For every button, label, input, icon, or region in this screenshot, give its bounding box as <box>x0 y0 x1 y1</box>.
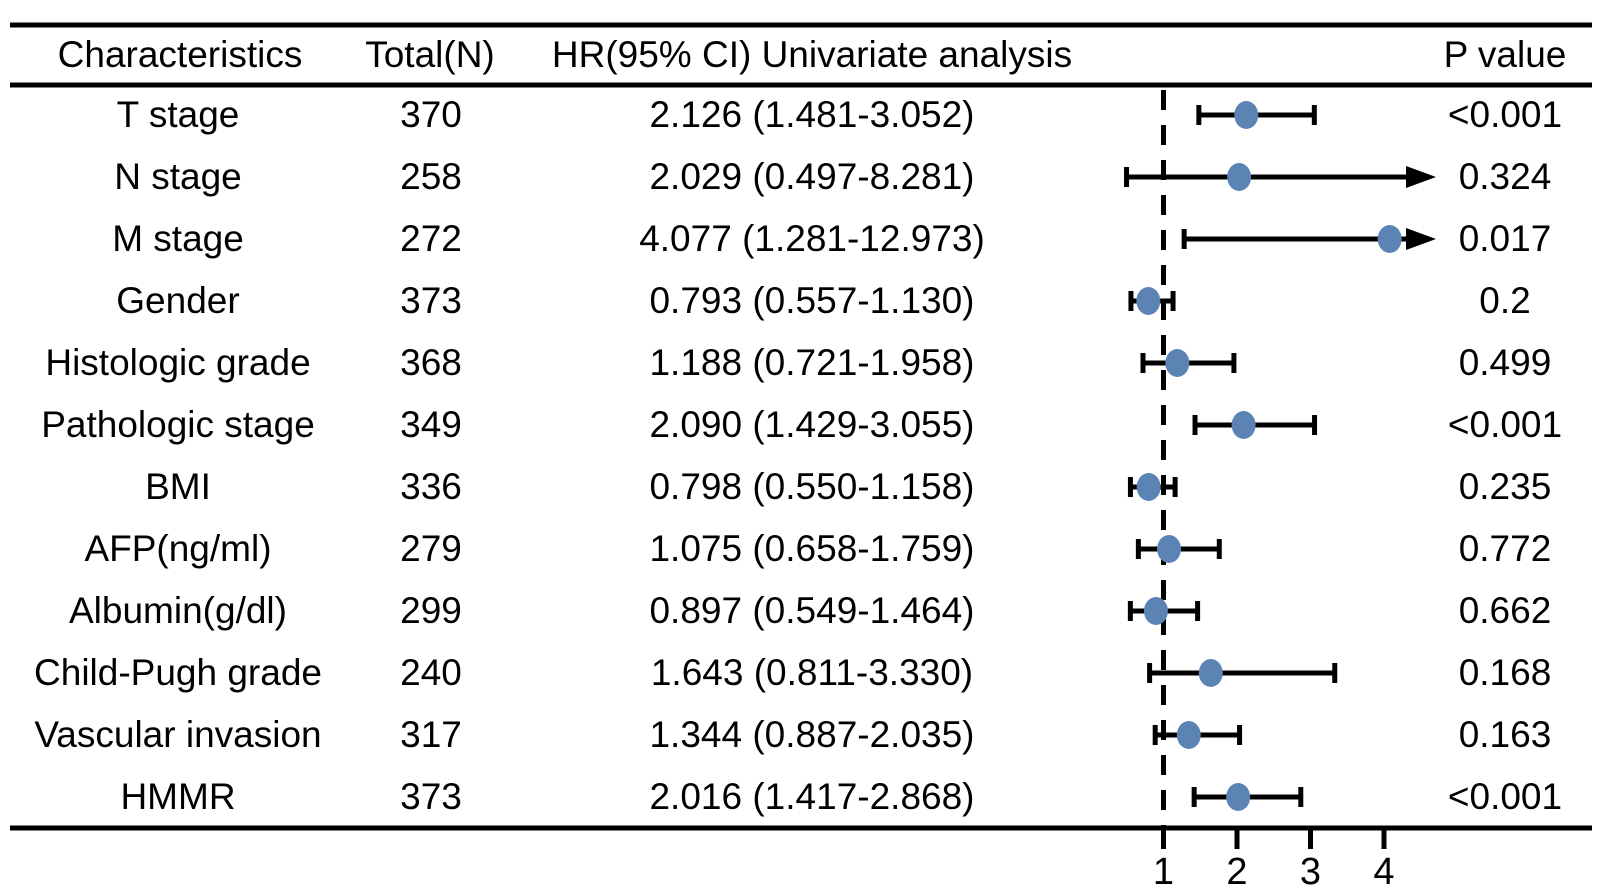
row-p-value: 0.662 <box>1458 590 1552 631</box>
hr-dot <box>1377 225 1402 253</box>
row-characteristic: Vascular invasion <box>34 714 322 755</box>
row-characteristic: AFP(ng/ml) <box>84 528 272 569</box>
row-characteristic: Gender <box>116 280 240 321</box>
table-row: T stage 370 2.126 (1.481-3.052) <0.001 <box>0 84 1600 146</box>
table-row: Child-Pugh grade 240 1.643 (0.811-3.330) 0.… <box>0 642 1600 704</box>
column-header-hr-ci: HR(95% CI) Univariate analysis <box>551 34 1073 75</box>
axis-tick-label: 4 <box>1373 851 1394 889</box>
row-characteristic: T stage <box>116 94 240 135</box>
column-header-characteristics: Characteristics <box>57 34 303 75</box>
row-total-n: 336 <box>400 466 462 507</box>
row-characteristic: HMMR <box>120 776 236 817</box>
row-total-n: 349 <box>400 404 462 445</box>
row-total-n: 373 <box>400 776 462 817</box>
table-row: Albumin(g/dl) 299 0.897 (0.549-1.464) 0.662 <box>0 580 1600 642</box>
ci-arrow-head <box>1406 228 1436 250</box>
table-row: M stage 272 4.077 (1.281-12.973) 0.017 <box>0 208 1600 270</box>
hr-dot <box>1157 535 1182 563</box>
hr-dot <box>1231 411 1256 439</box>
column-header-total: Total(N) <box>365 34 495 75</box>
axis-tick-label: 1 <box>1153 851 1174 889</box>
row-total-n: 279 <box>400 528 462 569</box>
row-total-n: 373 <box>400 280 462 321</box>
row-hr-ci: 2.029 (0.497-8.281) <box>649 156 975 197</box>
row-total-n: 370 <box>400 94 462 135</box>
column-header-p-value: P value <box>1443 34 1567 75</box>
row-p-value: 0.168 <box>1458 652 1552 693</box>
hr-dot <box>1226 783 1251 811</box>
table-row: Gender 373 0.793 (0.557-1.130) 0.2 <box>0 270 1600 332</box>
row-p-value: 0.235 <box>1458 466 1552 507</box>
row-characteristic: M stage <box>112 218 244 259</box>
row-hr-ci: 2.090 (1.429-3.055) <box>649 404 975 445</box>
row-hr-ci: 1.643 (0.811-3.330) <box>650 652 974 693</box>
row-characteristic: BMI <box>145 466 211 507</box>
table-row: Vascular invasion 317 1.344 (0.887-2.035) 0… <box>0 704 1600 766</box>
table-row: AFP(ng/ml) 279 1.075 (0.658-1.759) 0.772 <box>0 518 1600 580</box>
row-characteristic: Histologic grade <box>45 342 311 383</box>
row-hr-ci: 2.016 (1.417-2.868) <box>649 776 975 817</box>
row-total-n: 299 <box>400 590 462 631</box>
table-row: N stage 258 2.029 (0.497-8.281) 0.324 <box>0 146 1600 208</box>
row-total-n: 258 <box>400 156 462 197</box>
table-row: Histologic grade 368 1.188 (0.721-1.958) 0.… <box>0 332 1600 394</box>
row-characteristic: N stage <box>114 156 242 197</box>
row-p-value: <0.001 <box>1447 776 1563 817</box>
row-hr-ci: 1.188 (0.721-1.958) <box>649 342 975 383</box>
row-total-n: 240 <box>400 652 462 693</box>
row-p-value: 0.499 <box>1458 342 1552 383</box>
row-p-value: 0.772 <box>1458 528 1552 569</box>
row-hr-ci: 0.798 (0.550-1.158) <box>649 466 975 507</box>
table-row: HMMR 373 2.016 (1.417-2.868) <0.001 <box>0 766 1600 828</box>
hr-dot <box>1165 349 1190 377</box>
hr-dot <box>1227 163 1252 191</box>
row-total-n: 272 <box>400 218 462 259</box>
row-p-value: <0.001 <box>1447 94 1563 135</box>
hr-dot <box>1176 721 1201 749</box>
row-p-value: 0.163 <box>1458 714 1552 755</box>
hr-dot <box>1136 287 1161 315</box>
table-row: Pathologic stage 349 2.090 (1.429-3.055) <0… <box>0 394 1600 456</box>
hr-dot <box>1198 659 1223 687</box>
table-row: BMI 336 0.798 (0.550-1.158) 0.235 <box>0 456 1600 518</box>
hr-dot <box>1234 101 1259 129</box>
row-p-value: 0.324 <box>1458 156 1552 197</box>
row-hr-ci: 0.793 (0.557-1.130) <box>649 280 975 321</box>
row-hr-ci: 4.077 (1.281-12.973) <box>639 218 985 259</box>
row-p-value: 0.017 <box>1458 218 1552 259</box>
hr-dot <box>1143 597 1168 625</box>
row-hr-ci: 2.126 (1.481-3.052) <box>649 94 975 135</box>
row-total-n: 317 <box>400 714 462 755</box>
row-hr-ci: 1.075 (0.658-1.759) <box>649 528 975 569</box>
ci-arrow-head <box>1406 166 1436 188</box>
axis-tick-label: 3 <box>1300 851 1321 889</box>
row-characteristic: Albumin(g/dl) <box>69 590 287 631</box>
axis-tick-label: 2 <box>1226 851 1247 889</box>
hr-dot <box>1136 473 1161 501</box>
row-hr-ci: 1.344 (0.887-2.035) <box>649 714 975 755</box>
row-p-value: 0.2 <box>1479 280 1531 321</box>
row-characteristic: Pathologic stage <box>41 404 315 445</box>
row-hr-ci: 0.897 (0.549-1.464) <box>649 590 975 631</box>
row-total-n: 368 <box>400 342 462 383</box>
row-characteristic: Child-Pugh grade <box>34 652 322 693</box>
row-p-value: <0.001 <box>1447 404 1563 445</box>
